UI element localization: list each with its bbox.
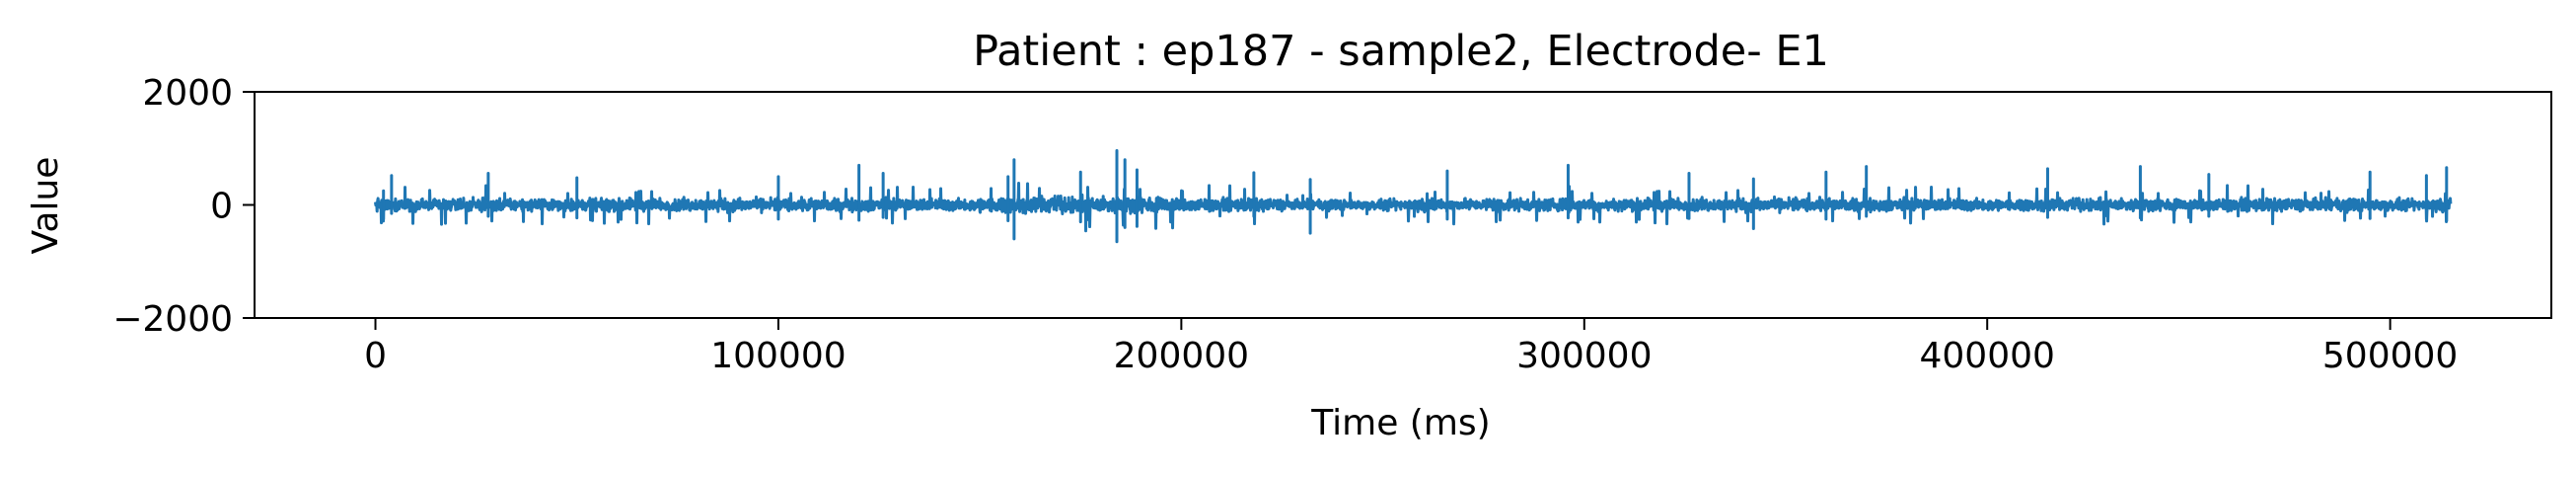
y-tick-label: 0 bbox=[210, 187, 233, 227]
x-tick-label: 100000 bbox=[710, 336, 846, 376]
y-tick-label: −2000 bbox=[112, 299, 233, 340]
y-axis: −2000 0 2000 bbox=[112, 73, 255, 340]
x-tick-label: 200000 bbox=[1114, 336, 1249, 376]
plot-area bbox=[374, 149, 2453, 244]
chart-title: Patient : ep187 - sample2, Electrode- E1 bbox=[973, 27, 1829, 76]
series-line bbox=[374, 182, 2453, 233]
x-axis-label: Time (ms) bbox=[1310, 403, 1490, 443]
x-tick-label: 300000 bbox=[1516, 336, 1652, 376]
x-tick-label: 400000 bbox=[1919, 336, 2054, 376]
x-tick-label: 500000 bbox=[2322, 336, 2458, 376]
y-tick-label: 2000 bbox=[142, 73, 233, 114]
x-tick-label: 0 bbox=[364, 336, 387, 376]
x-axis: 0 100000 200000 300000 400000 500000 bbox=[364, 318, 2458, 376]
y-axis-label: Value bbox=[26, 157, 66, 255]
